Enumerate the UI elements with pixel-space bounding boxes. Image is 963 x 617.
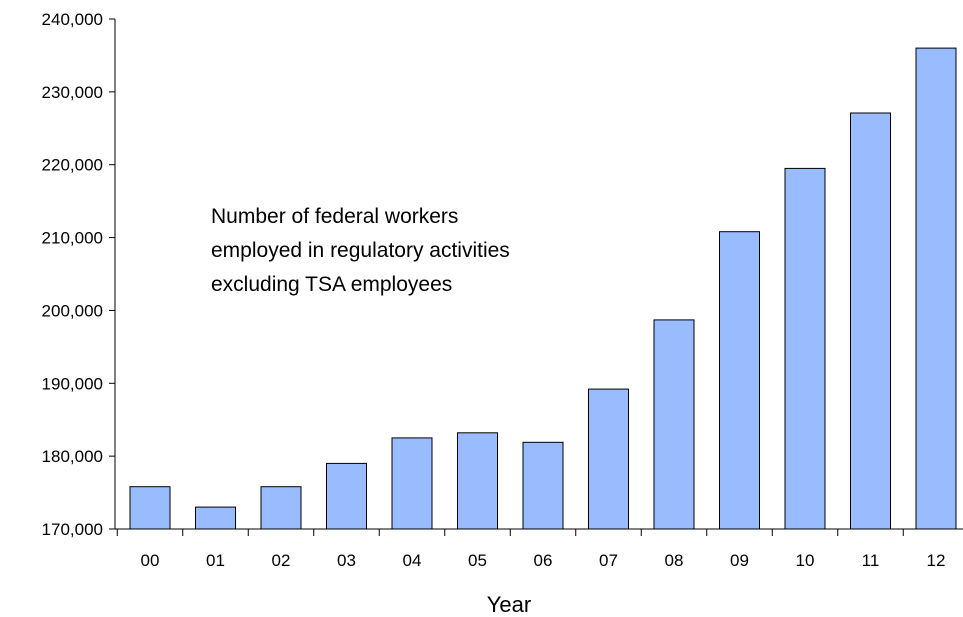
x-tick-label: 11	[862, 551, 880, 570]
x-tick-label: 10	[796, 551, 815, 570]
bar-07	[588, 388, 629, 530]
annotation-line: excluding TSA employees	[211, 273, 452, 296]
x-tick-label: 06	[534, 551, 553, 570]
annotation-line: employed in regulatory activities	[211, 239, 510, 262]
bar-11	[850, 112, 891, 530]
chart-annotation: Number of federal workers employed in reg…	[211, 205, 510, 296]
y-tick-label: 210,000	[42, 229, 103, 248]
x-tick-label: 07	[599, 551, 618, 570]
bar-00	[129, 486, 171, 530]
y-tick-label: 170,000	[42, 520, 103, 539]
x-tick-label: 09	[730, 551, 749, 570]
bar-08	[653, 319, 695, 530]
y-tick-label: 200,000	[42, 301, 103, 320]
x-tick-label: 05	[468, 551, 487, 570]
x-tick-label: 12	[927, 551, 946, 570]
annotation-line: Number of federal workers	[211, 205, 458, 228]
bar-12	[915, 47, 957, 530]
x-axis-title: Year	[487, 592, 531, 617]
x-tick-label: 02	[272, 551, 291, 570]
y-tick-label: 190,000	[42, 374, 103, 393]
bar-10	[784, 167, 826, 530]
bar-06	[522, 441, 564, 530]
y-tick-label: 240,000	[42, 10, 103, 29]
x-tick-label: 01	[206, 551, 225, 570]
axes-layer	[109, 18, 963, 536]
labels-layer: 170,000 180,000 190,000 200,000 210,000 220,0…	[42, 10, 946, 570]
bar-02	[260, 486, 302, 530]
bar-09	[719, 231, 760, 530]
y-tick-label: 220,000	[42, 156, 103, 175]
bar-01	[195, 506, 236, 530]
bar-05	[457, 432, 498, 530]
bar-04	[391, 437, 433, 530]
bars-layer	[129, 47, 957, 530]
x-tick-label: 03	[337, 551, 356, 570]
y-tick-label: 230,000	[42, 83, 103, 102]
x-tick-label: 08	[665, 551, 684, 570]
y-tick-label: 180,000	[42, 447, 103, 466]
x-tick-label: 04	[403, 551, 422, 570]
bar-03	[326, 462, 367, 530]
x-tick-label: 00	[141, 551, 160, 570]
